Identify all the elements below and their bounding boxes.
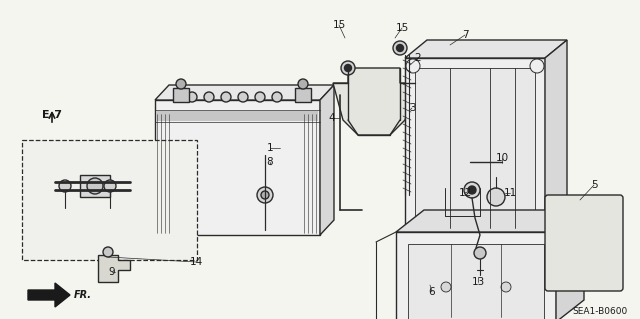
Circle shape: [474, 247, 486, 259]
Polygon shape: [396, 210, 584, 232]
Circle shape: [501, 282, 511, 292]
Bar: [22, 140, 197, 260]
Text: 3: 3: [409, 103, 415, 113]
Circle shape: [441, 282, 451, 292]
Circle shape: [468, 186, 476, 194]
Circle shape: [238, 92, 248, 102]
Text: 7: 7: [461, 30, 468, 40]
Text: 15: 15: [396, 23, 408, 33]
Bar: [155, 100, 320, 235]
Text: 1: 1: [267, 143, 273, 153]
Circle shape: [487, 188, 505, 206]
Polygon shape: [28, 283, 70, 307]
Bar: [80, 175, 110, 197]
Text: FR.: FR.: [74, 290, 92, 300]
Circle shape: [406, 59, 420, 73]
Text: 13: 13: [472, 277, 484, 287]
Bar: [295, 88, 311, 102]
Text: 8: 8: [267, 157, 273, 167]
Bar: [405, 58, 545, 233]
Text: 12: 12: [458, 188, 472, 198]
Circle shape: [530, 59, 544, 73]
Polygon shape: [155, 85, 334, 100]
Circle shape: [59, 180, 71, 192]
Text: 9: 9: [109, 267, 115, 277]
Circle shape: [204, 92, 214, 102]
Circle shape: [344, 64, 351, 71]
Text: 14: 14: [189, 257, 203, 267]
Bar: [173, 88, 189, 102]
Polygon shape: [405, 40, 567, 58]
Polygon shape: [556, 210, 584, 319]
Polygon shape: [98, 255, 130, 282]
Circle shape: [261, 191, 269, 199]
Circle shape: [176, 79, 186, 89]
Text: 2: 2: [415, 53, 421, 63]
Text: E-7: E-7: [42, 110, 62, 120]
Circle shape: [464, 182, 480, 198]
Polygon shape: [320, 85, 334, 235]
FancyBboxPatch shape: [545, 195, 623, 291]
Circle shape: [257, 187, 273, 203]
Text: 5: 5: [591, 180, 597, 190]
Circle shape: [393, 41, 407, 55]
Text: 4: 4: [329, 113, 335, 123]
Text: 11: 11: [504, 188, 516, 198]
Circle shape: [341, 61, 355, 75]
Circle shape: [104, 180, 116, 192]
Circle shape: [187, 92, 197, 102]
Text: 10: 10: [495, 153, 509, 163]
Text: 6: 6: [429, 287, 435, 297]
Bar: [415, 68, 535, 233]
Circle shape: [255, 92, 265, 102]
Bar: [408, 244, 544, 319]
Text: 15: 15: [332, 20, 346, 30]
Bar: [396, 232, 556, 319]
Circle shape: [298, 79, 308, 89]
Circle shape: [87, 178, 103, 194]
Circle shape: [221, 92, 231, 102]
Polygon shape: [545, 40, 567, 233]
Circle shape: [103, 247, 113, 257]
Circle shape: [397, 44, 403, 51]
Text: SEA1-B0600: SEA1-B0600: [573, 308, 628, 316]
Polygon shape: [333, 68, 415, 135]
Circle shape: [272, 92, 282, 102]
